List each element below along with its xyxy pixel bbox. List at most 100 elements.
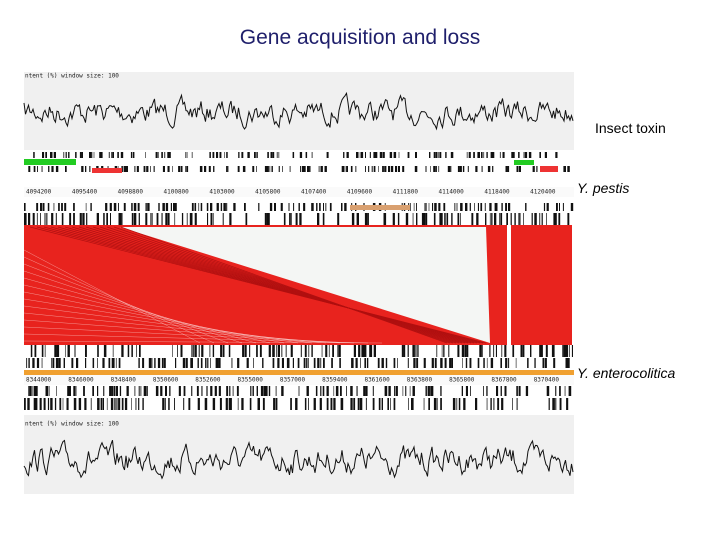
feature [395,166,398,172]
feature [167,152,169,158]
feature [424,213,426,225]
ruler-label: 8359400 [322,377,348,384]
feature [71,358,74,368]
feature [539,152,541,158]
feature [26,358,28,368]
feature [115,386,118,396]
feature [167,166,170,172]
feature [559,398,562,410]
feature [58,203,60,211]
feature [303,358,306,368]
feature [546,213,547,225]
feature [562,203,564,211]
feature [484,203,486,211]
feature [108,152,110,158]
feature [490,152,493,158]
feature [333,386,335,396]
feature [428,398,430,410]
feature [44,345,46,357]
feature [269,166,271,172]
insect-toxin-label: Insect toxin [595,120,666,136]
feature [525,203,527,211]
feature [353,345,356,357]
feature [47,203,50,211]
feature [34,345,37,357]
feature [518,213,520,225]
feature [393,358,396,368]
feature [540,166,558,172]
feature [320,386,322,396]
feature [267,213,270,225]
feature [222,213,224,225]
feature [220,345,223,357]
feature [79,213,82,225]
feature [450,166,452,172]
feature [142,398,144,410]
feature [303,203,306,211]
feature [289,213,291,225]
feature [477,152,480,158]
feature [298,203,300,211]
feature [127,345,130,357]
feature [162,203,165,211]
feature [423,398,425,410]
feature [181,166,183,172]
feature [205,358,207,368]
feature [519,213,521,225]
feature [245,213,248,225]
feature [415,152,417,158]
feature [257,398,260,410]
feature [154,358,156,368]
feature [525,152,528,158]
feature [112,152,114,158]
feature [172,166,173,172]
feature [241,152,244,158]
feature [471,213,474,225]
feature [161,213,163,225]
feature [510,213,512,225]
feature [208,166,211,172]
feature [473,152,475,158]
feature [545,345,548,357]
feature [180,345,183,357]
feature [83,213,85,225]
feature [320,166,323,172]
feature [158,203,160,211]
feature [439,213,442,225]
match-edge [92,226,460,344]
feature [125,166,128,172]
feature [226,203,228,211]
feature [278,152,280,158]
feature [113,203,117,211]
feature [270,152,273,158]
ruler-label: 4098800 [118,189,144,196]
feature [244,203,246,211]
feature [175,203,177,211]
feature [479,345,482,357]
feature [388,386,391,396]
ruler-label: 4105800 [255,189,281,196]
ruler-label: 4100800 [164,189,190,196]
feature [183,398,185,410]
feature [136,166,139,172]
feature [475,398,478,410]
feature [515,358,517,368]
feature [275,386,277,396]
feature [405,213,409,225]
feature [416,213,418,225]
feature [394,152,397,158]
feature [450,152,454,158]
feature [258,203,260,211]
feature [465,358,468,368]
feature [340,386,342,396]
ruler-label: 8365800 [449,377,475,384]
feature [451,358,453,368]
feature [539,345,542,357]
feature [315,386,318,396]
feature [393,152,396,158]
feature [493,345,495,357]
feature [518,152,520,158]
feature [102,358,105,368]
feature [365,166,366,172]
feature [372,386,374,396]
